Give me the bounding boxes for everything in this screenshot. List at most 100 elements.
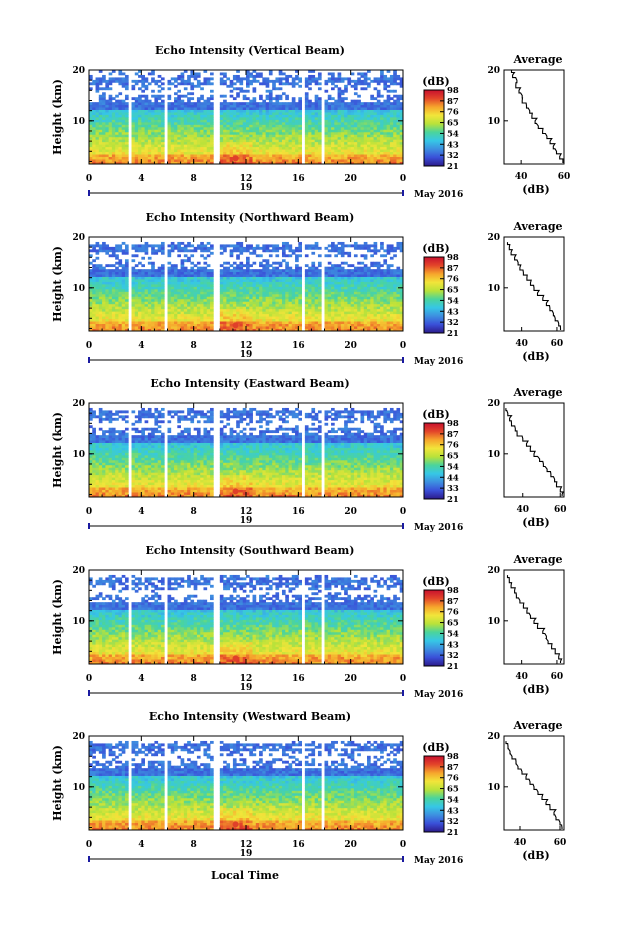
- heatmap-cell: [393, 288, 397, 292]
- heatmap-cell: [334, 134, 338, 138]
- heatmap-cell: [386, 301, 391, 305]
- heatmap-cell: [291, 136, 296, 140]
- heatmap-cell: [350, 296, 355, 300]
- heatmap-cell: [259, 326, 263, 329]
- heatmap-cell: [246, 279, 250, 282]
- heatmap-cell: [193, 139, 198, 143]
- heatmap-cell: [111, 124, 116, 128]
- heatmap-cell: [314, 291, 319, 295]
- heatmap-cell: [334, 161, 338, 165]
- heatmap-cell: [141, 328, 145, 332]
- heatmap-cell: [360, 114, 365, 118]
- heatmap-cell: [111, 117, 116, 120]
- heatmap-cell: [314, 77, 319, 81]
- heatmap-cell: [268, 276, 273, 280]
- heatmap-cell: [337, 316, 342, 320]
- heatmap-cell: [249, 276, 253, 280]
- heatmap-cell: [376, 281, 381, 285]
- heatmap-cell: [174, 136, 178, 140]
- heatmap-cell: [340, 144, 345, 148]
- heatmap-cell: [288, 293, 293, 297]
- heatmap-cell: [324, 296, 329, 300]
- heatmap-cell: [102, 308, 106, 312]
- heatmap-cell: [154, 328, 159, 332]
- heatmap-cell: [196, 134, 201, 138]
- heatmap-cell: [357, 139, 361, 143]
- heatmap-cell: [131, 301, 136, 305]
- heatmap-cell: [160, 298, 165, 302]
- heatmap-cell: [229, 144, 234, 148]
- heatmap-cell: [275, 316, 280, 320]
- heatmap-cell: [105, 291, 110, 295]
- heatmap-cell: [180, 124, 185, 128]
- heatmap-cell: [317, 161, 322, 165]
- heatmap-cell: [314, 99, 319, 103]
- heatmap-cell: [317, 131, 322, 135]
- heatmap-cell: [344, 121, 348, 125]
- heatmap-cell: [399, 129, 404, 133]
- heatmap-cell: [92, 308, 96, 312]
- heatmap-cell: [373, 77, 378, 81]
- heatmap-cell: [134, 291, 139, 295]
- heatmap-cell: [291, 326, 296, 329]
- heatmap-cell: [203, 321, 208, 324]
- heatmap-cell: [370, 79, 374, 83]
- heatmap-cell: [252, 274, 257, 277]
- heatmap-cell: [102, 109, 106, 113]
- heatmap-cell: [219, 72, 224, 76]
- heatmap-cell: [160, 271, 165, 275]
- heatmap-cell: [98, 308, 103, 312]
- heatmap-cell: [334, 141, 338, 145]
- heatmap-cell: [380, 77, 384, 81]
- heatmap-cell: [255, 326, 260, 329]
- heatmap-cell: [376, 99, 381, 103]
- heatmap-cell: [151, 70, 155, 73]
- heatmap-cell: [151, 144, 155, 148]
- heatmap-cell: [396, 328, 401, 332]
- heatmap-cell: [180, 77, 185, 81]
- heatmap-cell: [360, 134, 365, 138]
- heatmap-cell: [396, 146, 401, 150]
- heatmap-cell: [314, 326, 319, 329]
- heatmap-cell: [376, 156, 381, 160]
- heatmap-cell: [124, 82, 129, 86]
- heatmap-cell: [246, 146, 250, 150]
- heatmap-cell: [108, 104, 113, 108]
- heatmap-cell: [380, 79, 384, 83]
- heatmap-cell: [389, 303, 394, 307]
- heatmap-cell: [265, 298, 270, 302]
- heatmap-cell: [396, 161, 401, 165]
- heatmap-cell: [102, 296, 106, 300]
- heatmap-cell: [134, 328, 139, 332]
- heatmap-cell: [386, 126, 391, 130]
- heatmap-cell: [223, 141, 227, 145]
- heatmap-cell: [151, 131, 155, 135]
- heatmap-cell: [304, 298, 309, 302]
- heatmap-cell: [298, 107, 302, 110]
- heatmap-cell: [180, 318, 185, 322]
- heatmap-cell: [363, 117, 368, 120]
- heatmap-cell: [105, 144, 110, 148]
- heatmap-cell: [92, 286, 96, 290]
- heatmap-cell: [121, 109, 126, 113]
- heatmap-cell: [157, 288, 162, 292]
- heatmap-cell: [141, 139, 145, 143]
- heatmap-cell: [141, 117, 145, 120]
- heatmap-cell: [262, 104, 267, 108]
- heatmap-cell: [131, 117, 136, 120]
- heatmap-cell: [311, 149, 316, 153]
- heatmap-cell: [314, 161, 319, 165]
- heatmap-cell: [331, 156, 335, 160]
- heatmap-cell: [389, 102, 394, 106]
- heatmap-cell: [265, 159, 270, 162]
- heatmap-cell: [295, 154, 299, 157]
- heatmap-cell: [311, 117, 316, 120]
- heatmap-cell: [278, 82, 283, 86]
- heatmap-cell: [134, 121, 139, 125]
- heatmap-cell: [92, 288, 96, 292]
- heatmap-cell: [246, 321, 250, 324]
- heatmap-cell: [115, 323, 119, 327]
- heatmap-cell: [324, 321, 329, 324]
- heatmap-cell: [380, 121, 384, 125]
- heatmap-cell: [360, 74, 365, 78]
